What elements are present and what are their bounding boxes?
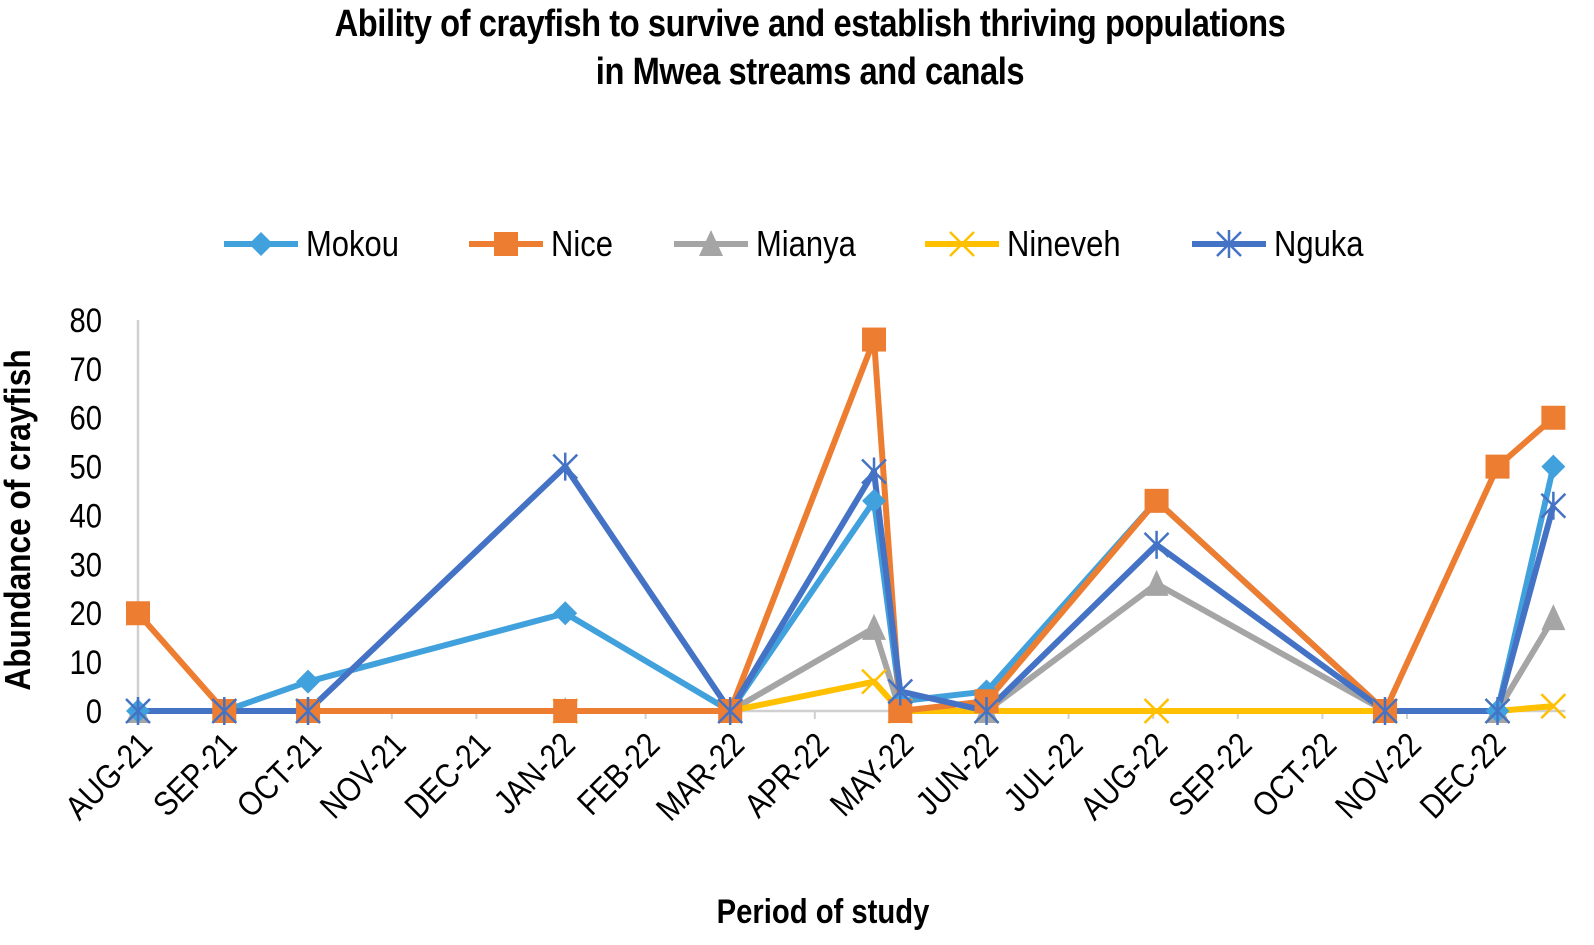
x-tick-label: OCT-21 [229,725,329,825]
data-point-triangle [1144,569,1169,596]
data-point-square [1485,454,1510,479]
legend-label: Nineveh [1007,223,1121,264]
x-tick-label: FEB-22 [570,725,667,822]
y-tick-label: 50 [69,448,102,487]
y-tick-label: 30 [69,545,102,584]
x-tick-label: SEP-22 [1161,725,1260,824]
x-tick-label: NOV-22 [1328,725,1429,826]
x-tick-label: MAY-22 [822,725,920,823]
chart-title-line-2: in Mwea streams and canals [595,51,1025,93]
data-point-square [126,601,150,626]
data-point-star [887,677,914,706]
y-tick-label: 20 [69,594,102,633]
data-point-star [717,697,744,725]
data-point-star [1540,491,1567,520]
legend: Mokou Nice Mianya Nineveh Nguka [0,222,1594,266]
x-marker-icon [925,231,999,257]
data-point-star [552,452,579,481]
series-markers-nguka [125,452,1567,725]
legend-label: Nguka [1274,223,1364,264]
data-point-triangle [862,613,887,640]
data-point-star [973,697,1000,725]
legend-item-nice: Nice [467,222,623,266]
data-point-x [1143,698,1170,724]
x-tick-label: DEC-22 [1412,725,1513,826]
data-point-square [862,327,887,352]
data-point-star [1484,697,1511,725]
data-point-x [861,668,887,695]
y-tick-label: 70 [69,350,102,389]
x-tick-label: SEP-21 [145,725,244,824]
legend-label: Mokou [306,223,399,264]
series-markers-nice [126,327,1566,723]
square-marker-icon [469,232,543,256]
data-point-triangle [1541,604,1566,631]
data-point-x [1540,693,1567,719]
x-tick-label: NOV-21 [312,725,413,826]
x-tick-label: AUG-22 [1073,725,1175,827]
x-tick-label: AUG-21 [57,725,159,827]
data-point-star [1372,697,1398,725]
axes: 01020304050607080AUG-21SEP-21OCT-21NOV-2… [57,301,1566,828]
data-point-star [125,697,151,725]
data-point-diamond [1541,454,1566,479]
chart-title: Ability of crayfish to survive and estab… [113,0,1506,96]
x-tick-label: JAN-22 [486,725,582,821]
y-tick-label: 80 [69,301,102,340]
legend-item-nguka: Nguka [1190,222,1378,266]
star-marker-icon [1192,230,1266,258]
legend-item-mokou: Mokou [222,222,414,266]
x-tick-label: DEC-21 [397,725,498,826]
chart-title-line-1: Ability of crayfish to survive and estab… [334,3,1286,45]
series-line-mianya [138,580,1556,714]
x-tick-label: JUN-22 [908,725,1005,822]
x-tick-label: JUL-22 [996,725,1090,819]
legend-label: Nice [551,223,613,264]
data-point-square [1144,488,1169,513]
y-tick-label: 0 [86,692,102,731]
data-point-diamond [862,488,887,513]
series-line-nice [135,336,1556,714]
diamond-marker-icon [224,232,298,256]
y-tick-label: 10 [69,643,102,682]
y-axis-title: Abundance of crayfish [0,349,38,690]
y-tick-label: 60 [69,399,102,438]
x-tick-label: MAR-22 [648,725,751,828]
legend-label: Mianya [756,223,856,264]
legend-item-nineveh: Nineveh [923,222,1139,266]
data-point-diamond [296,669,321,694]
x-tick-label: OCT-22 [1244,725,1344,825]
series-line-nguka [138,463,1557,714]
data-point-star [861,457,887,486]
data-point-square [1541,405,1566,430]
series-lines [135,336,1557,714]
data-point-star [211,697,238,725]
y-tick-label: 40 [69,496,102,535]
data-point-diamond [553,601,578,626]
data-point-star [1143,530,1170,559]
data-point-star [295,697,321,725]
data-point-square [553,699,578,723]
legend-item-mianya: Mianya [672,222,872,266]
x-axis-title: Period of study [717,892,930,931]
triangle-marker-icon [674,230,748,256]
series-markers [125,327,1567,725]
x-tick-label: APR-22 [736,725,836,825]
